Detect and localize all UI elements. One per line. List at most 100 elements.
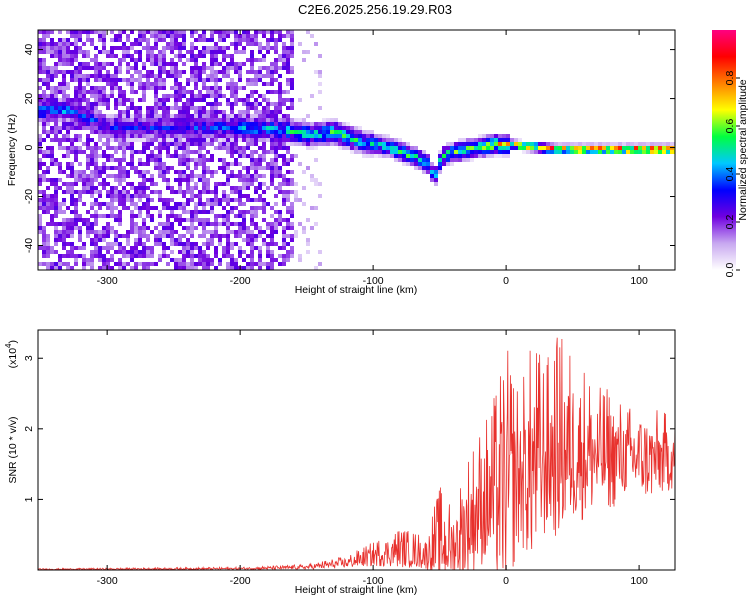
spectrogram-cell: [182, 46, 186, 50]
spectrogram-cell: [46, 234, 50, 238]
spectrogram-cell: [222, 110, 226, 114]
spectrogram-cell: [114, 134, 118, 138]
spectrogram-cell: [246, 266, 250, 270]
spectrogram-cell: [218, 114, 222, 118]
spectrogram-cell: [230, 154, 234, 158]
spectrogram-cell: [334, 130, 338, 134]
spectrogram-cell: [202, 206, 206, 210]
spectrogram-cell: [370, 130, 374, 134]
spectrogram-cell: [186, 122, 190, 126]
spectrogram-cell: [158, 70, 162, 74]
spectrogram-cell: [158, 38, 162, 42]
spectrogram-cell: [74, 66, 78, 70]
spectrogram-cell: [222, 138, 226, 142]
spectrogram-cell: [290, 102, 294, 106]
spectrogram-cell: [106, 98, 110, 102]
spectrogram-cell: [346, 126, 350, 130]
spectrogram-cell: [50, 162, 54, 166]
spectrogram-cell: [114, 122, 118, 126]
spectrogram-cell: [82, 66, 86, 70]
spectrogram-cell: [138, 106, 142, 110]
spectrogram-cell: [238, 154, 242, 158]
spectrogram-cell: [230, 138, 234, 142]
spectrogram-cell: [154, 162, 158, 166]
spectrogram-cell: [126, 130, 130, 134]
spectrogram-cell: [250, 262, 254, 266]
spectrogram-cell: [234, 206, 238, 210]
spectrogram-cell: [146, 266, 150, 270]
spectrogram-cell: [94, 254, 98, 258]
spectrogram-cell: [134, 62, 138, 66]
spectrogram-cell: [390, 142, 394, 146]
spectrogram-cell: [42, 250, 46, 254]
spectrogram-cell: [126, 114, 130, 118]
spectrogram-cell: [138, 30, 142, 34]
spectrogram-cell: [94, 30, 98, 34]
spectrogram-cell: [166, 254, 170, 258]
spectrogram-cell: [206, 266, 210, 270]
spectrogram-cell: [262, 174, 266, 178]
spectrogram-cell: [150, 54, 154, 58]
x-tick-label: -200: [230, 275, 251, 287]
colorbar-tick-label: 0.8: [724, 71, 736, 86]
spectrogram-cell: [270, 90, 274, 94]
spectrogram-cell: [42, 30, 46, 34]
spectrogram-cell: [266, 246, 270, 250]
spectrogram-cell: [270, 102, 274, 106]
spectrogram-cell: [198, 34, 202, 38]
spectrogram-cell: [194, 38, 198, 42]
spectrogram-cell: [178, 142, 182, 146]
spectrogram-cell: [190, 222, 194, 226]
spectrogram-cell: [222, 214, 226, 218]
spectrogram-cell: [330, 122, 334, 126]
spectrogram-cell: [154, 262, 158, 266]
spectrogram-cell: [126, 238, 130, 242]
spectrogram-cell: [46, 166, 50, 170]
spectrogram-cell: [98, 34, 102, 38]
spectrogram-cell: [266, 50, 270, 54]
spectrogram-cell: [54, 230, 58, 234]
spectrogram-cell: [138, 186, 142, 190]
spectrogram-cell: [62, 58, 66, 62]
snr-series-line: [38, 337, 675, 570]
spectrogram-cell: [274, 38, 278, 42]
spectrogram-cell: [170, 142, 174, 146]
spectrogram-cell: [166, 222, 170, 226]
spectrogram-cell: [54, 178, 58, 182]
spectrogram-cell: [250, 62, 254, 66]
spectrogram-cell: [82, 262, 86, 266]
spectrogram-cell: [82, 142, 86, 146]
spectrogram-cell: [210, 190, 214, 194]
spectrogram-cell: [70, 110, 74, 114]
spectrogram-cell: [142, 118, 146, 122]
spectrogram-cell: [270, 62, 274, 66]
spectrogram-cell: [54, 94, 58, 98]
spectrogram-cell: [310, 138, 314, 142]
spectrogram-cell: [286, 118, 290, 122]
spectrogram-cell: [266, 122, 270, 126]
spectrogram-cell: [198, 114, 202, 118]
spectrogram-cell: [174, 178, 178, 182]
spectrogram-cell: [238, 150, 242, 154]
spectrogram-cell: [306, 250, 310, 254]
spectrogram-cell: [602, 146, 606, 150]
spectrogram-cell: [410, 158, 414, 162]
spectrogram-cell: [266, 130, 270, 134]
spectrogram-cell: [254, 138, 258, 142]
spectrogram-cell: [46, 86, 50, 90]
spectrogram-cell: [290, 126, 294, 130]
spectrogram-cell: [238, 170, 242, 174]
spectrogram-cell: [46, 242, 50, 246]
spectrogram-cell: [150, 218, 154, 222]
spectrogram-cell: [262, 66, 266, 70]
spectrogram-cell: [470, 154, 474, 158]
spectrogram-cell: [42, 70, 46, 74]
spectrogram-cell: [146, 58, 150, 62]
spectrogram-cell: [102, 130, 106, 134]
spectrogram-cell: [210, 106, 214, 110]
spectrogram-cell: [106, 114, 110, 118]
spectrogram-cell: [98, 146, 102, 150]
spectrogram-cell: [58, 118, 62, 122]
spectrogram-cell: [142, 142, 146, 146]
spectrogram-cell: [302, 226, 306, 230]
